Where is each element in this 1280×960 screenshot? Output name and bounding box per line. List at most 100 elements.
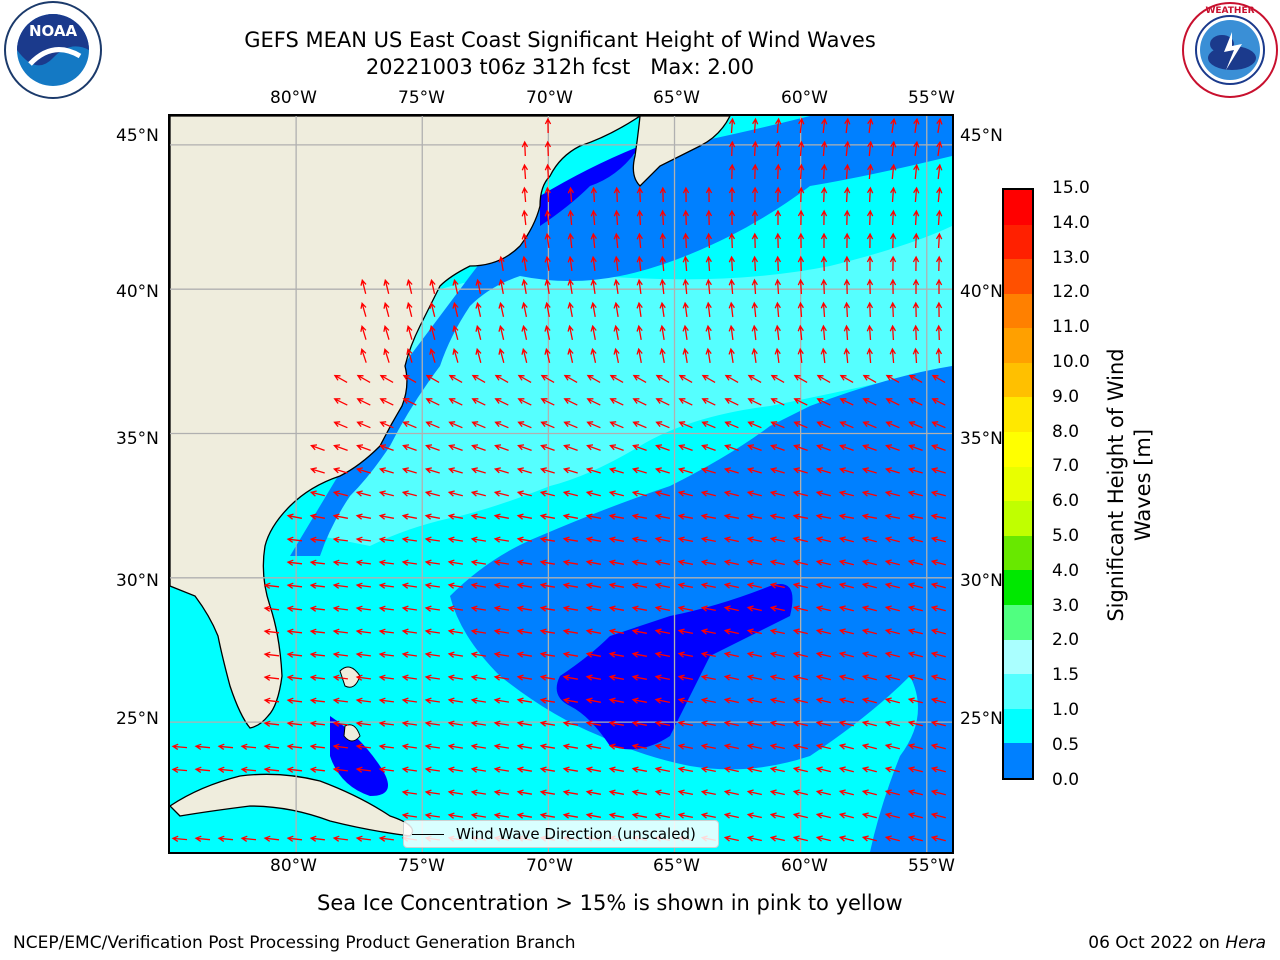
wind-wave-arrow: [378, 674, 394, 681]
wind-wave-arrow: [424, 812, 440, 819]
wind-wave-arrow: [516, 467, 532, 474]
wind-wave-arrow: [309, 697, 325, 704]
wind-wave-arrow: [682, 301, 689, 317]
wind-wave-arrow: [861, 835, 877, 842]
wind-wave-arrow: [355, 467, 371, 474]
wind-wave-arrow: [562, 766, 579, 773]
wind-wave-arrow: [884, 651, 900, 658]
colorbar-tick-label: 14.0: [1052, 212, 1090, 233]
wind-wave-arrow: [356, 374, 371, 383]
wind-wave-arrow: [820, 324, 827, 341]
wind-wave-arrow: [838, 605, 854, 612]
wind-wave-arrow: [884, 812, 900, 819]
wind-wave-arrow: [355, 720, 371, 727]
wind-wave-arrow: [286, 536, 303, 543]
wind-wave-arrow: [705, 232, 713, 249]
wind-wave-arrow: [470, 789, 487, 796]
wind-wave-arrow: [447, 743, 464, 750]
legend-label: Wind Wave Direction (unscaled): [456, 825, 696, 843]
wind-wave-arrow: [586, 421, 601, 429]
wind-wave-arrow: [936, 163, 943, 180]
wind-wave-arrow: [402, 421, 417, 429]
wind-wave-arrow: [470, 490, 486, 497]
wind-wave-arrow: [815, 582, 831, 589]
wind-wave-arrow: [632, 444, 647, 452]
wind-wave-arrow: [774, 278, 782, 295]
wind-wave-arrow: [935, 232, 943, 249]
wind-wave-arrow: [332, 605, 348, 612]
wind-wave-arrow: [746, 559, 762, 566]
wind-wave-arrow: [769, 651, 785, 658]
wind-wave-arrow: [659, 278, 666, 295]
wind-wave-arrow: [585, 651, 602, 658]
wind-wave-arrow: [728, 209, 736, 226]
wind-wave-arrow: [769, 789, 785, 796]
wind-wave-arrow: [631, 605, 648, 612]
wind-wave-arrow: [884, 674, 900, 681]
wind-wave-arrow: [447, 720, 464, 727]
wind-wave-arrow: [540, 444, 555, 452]
colorbar-tick-label: 15.0: [1052, 178, 1090, 198]
wind-wave-arrow: [705, 301, 712, 318]
wind-wave-arrow: [217, 743, 234, 750]
wind-wave-arrow: [424, 766, 440, 773]
wind-wave-arrow: [820, 255, 828, 272]
wind-wave-arrow: [936, 140, 943, 156]
wind-wave-arrow: [424, 467, 440, 474]
wind-wave-arrow: [567, 255, 574, 271]
wind-wave-arrow: [521, 163, 529, 180]
wind-wave-arrow: [401, 605, 417, 612]
wind-wave-arrow: [402, 374, 417, 383]
wind-wave-arrow: [378, 651, 394, 658]
wind-wave-arrow: [723, 467, 739, 474]
wind-wave-arrow: [682, 209, 690, 226]
wind-wave-arrow: [907, 674, 923, 681]
wind-wave-arrow: [838, 789, 854, 796]
wind-wave-arrow: [770, 374, 785, 383]
lat-tick-right-40n: 40°N: [960, 282, 1003, 302]
wind-wave-arrow: [815, 674, 831, 681]
wind-wave-arrow: [544, 140, 552, 157]
wind-wave-arrow: [907, 697, 923, 704]
wind-wave-arrow: [493, 720, 510, 727]
wind-wave-arrow: [424, 674, 440, 681]
colorbar-tick-label: 6.0: [1052, 491, 1080, 512]
wind-wave-arrow: [355, 605, 371, 612]
wind-wave-arrow: [471, 421, 486, 429]
wind-wave-arrow: [654, 743, 671, 750]
wind-wave-arrow: [792, 467, 808, 474]
colorbar-title-line1: Significant Height of Wind: [1104, 348, 1128, 622]
wind-wave-arrow: [470, 720, 487, 727]
wind-wave-arrow: [701, 398, 716, 406]
wind-wave-arrow: [723, 536, 739, 543]
colorbar-tick-label: 5.0: [1052, 526, 1080, 546]
wind-wave-arrow: [383, 324, 390, 340]
wind-wave-arrow: [682, 255, 689, 272]
wind-wave-arrow: [333, 421, 348, 429]
wind-wave-arrow: [521, 209, 528, 226]
wind-wave-arrow: [678, 374, 693, 383]
wind-wave-arrow: [682, 186, 690, 203]
wind-wave-arrow: [309, 628, 325, 635]
wind-wave-arrow: [498, 255, 505, 272]
wind-wave-arrow: [700, 559, 716, 566]
wind-wave-arrow: [562, 467, 578, 474]
wind-wave-arrow: [861, 559, 877, 566]
wind-wave-arrow: [769, 674, 785, 681]
wind-wave-arrow: [747, 444, 762, 452]
wind-wave-arrow: [866, 301, 874, 318]
wind-wave-arrow: [866, 347, 873, 364]
colorbar-segment: [1004, 743, 1032, 778]
wind-wave-arrow: [930, 697, 946, 704]
wind-wave-arrow: [516, 490, 532, 497]
wind-wave-arrow: [562, 720, 579, 727]
wind-wave-arrow: [797, 232, 805, 249]
wind-wave-arrow: [746, 835, 762, 842]
wind-wave-arrow: [912, 209, 920, 226]
wind-wave-arrow: [309, 582, 325, 589]
wind-wave-arrow: [839, 374, 854, 383]
wind-wave-arrow: [539, 628, 556, 635]
wind-wave-arrow: [567, 186, 575, 203]
wind-wave-arrow: [936, 186, 943, 203]
wind-wave-arrow: [424, 720, 440, 727]
